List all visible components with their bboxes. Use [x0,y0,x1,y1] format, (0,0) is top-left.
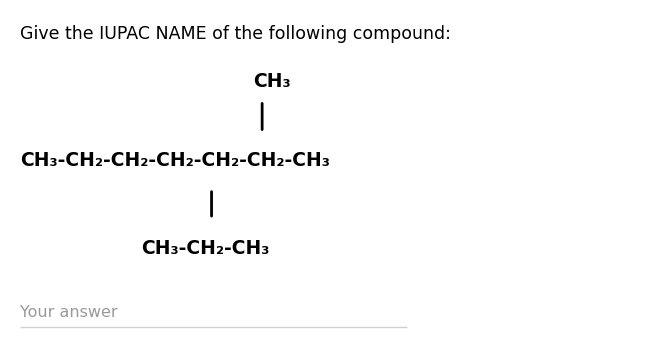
Text: CH₃: CH₃ [253,72,290,91]
Text: CH₃-CH₂-CH₂-CH₂-CH₂-CH₂-CH₃: CH₃-CH₂-CH₂-CH₂-CH₂-CH₂-CH₃ [20,151,330,170]
Text: Give the IUPAC NAME of the following compound:: Give the IUPAC NAME of the following com… [20,25,451,43]
Text: Your answer: Your answer [20,305,118,320]
Text: CH₃-CH₂-CH₃: CH₃-CH₂-CH₃ [141,239,269,258]
